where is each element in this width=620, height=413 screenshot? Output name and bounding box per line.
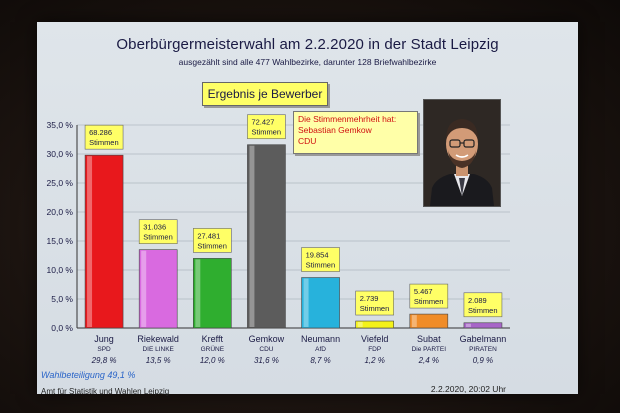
vote-unit-label: Stimmen	[251, 128, 281, 137]
party-label: PIRATEN	[469, 346, 497, 353]
bar	[409, 313, 449, 329]
bar	[84, 154, 124, 329]
vote-count-label: 31.036	[143, 223, 166, 232]
y-tick-label: 10,0 %	[47, 265, 74, 275]
slide-subtitle: ausgezählt sind alle 477 Wahlbezirke, da…	[178, 57, 437, 67]
vote-label-box	[247, 114, 286, 140]
bar	[355, 320, 394, 329]
vote-unit-label: Stimmen	[306, 261, 336, 270]
percent-label: 29,8 %	[91, 356, 117, 365]
bar-chart: 0,0 % 5,0 % 10,0 % 15,0 % 20,0 % 25,0 % 30,0 %…	[47, 114, 510, 365]
vote-count-label: 27.481	[197, 231, 220, 240]
vote-label-box	[193, 228, 232, 253]
vote-label-box	[463, 292, 503, 318]
vote-count-label: 68.286	[89, 128, 112, 137]
slide-title: Oberbürgermeisterwahl am 2.2.2020 in der…	[116, 36, 499, 53]
category-label: Viefeld	[361, 334, 388, 344]
party-label: FDP	[368, 346, 381, 353]
vote-count-label: 5.467	[414, 287, 433, 296]
vote-unit-label: Stimmen	[197, 241, 227, 250]
percent-label: 1,2 %	[364, 356, 384, 365]
percent-label: 31,6 %	[254, 356, 279, 365]
bar	[193, 258, 232, 329]
bar	[247, 144, 286, 329]
vote-count-label: 2.089	[468, 296, 487, 305]
bar-highlight	[195, 259, 201, 327]
footer-source: Amt für Statistik und Wahlen Leipzig	[41, 387, 170, 396]
vote-count-label: 2.739	[360, 294, 379, 303]
percent-label: 2,4 %	[418, 356, 439, 365]
percent-label: 8,7 %	[310, 356, 330, 365]
vote-unit-label: Stimmen	[89, 138, 119, 147]
candidate-portrait	[423, 99, 501, 207]
percent-label: 0,9 %	[473, 356, 493, 365]
category-label: Krefft	[202, 334, 224, 344]
vote-label-box	[84, 124, 124, 150]
bar-highlight	[87, 156, 93, 327]
chart-heading-box: Ergebnis je Bewerber	[202, 82, 328, 106]
bar	[138, 249, 178, 329]
vote-count-label: 72.427	[251, 118, 274, 127]
vote-count-label: 19.854	[306, 251, 329, 260]
vote-label-box	[138, 219, 178, 244]
party-label: SPD	[97, 346, 111, 353]
vote-unit-label: Stimmen	[468, 306, 498, 315]
bar-highlight	[141, 250, 147, 327]
majority-note-party: CDU	[298, 136, 317, 146]
party-label: Die PARTEI	[412, 346, 447, 353]
party-label: GRÜNE	[201, 345, 225, 353]
category-label: Jung	[94, 334, 114, 344]
bar	[301, 277, 340, 329]
bar	[463, 322, 503, 329]
y-tick-label: 0,0 %	[51, 323, 73, 333]
y-tick-label: 15,0 %	[47, 236, 74, 246]
percent-label: 12,0 %	[200, 356, 225, 365]
category-label: Gemkow	[249, 334, 285, 344]
vote-unit-label: Stimmen	[360, 304, 390, 313]
bar-highlight	[465, 323, 471, 327]
majority-note-name: Sebastian Gemkow	[298, 125, 372, 135]
majority-note: Die Stimmenmehrheit hat: Sebastian Gemko…	[293, 111, 418, 154]
bar-highlight	[303, 278, 309, 327]
bar-highlight	[357, 322, 363, 327]
party-label: DIE LINKE	[142, 346, 174, 353]
category-label: Riekewald	[137, 334, 179, 344]
participation-label: Wahlbeteiligung 49,1 %	[41, 370, 136, 380]
y-tick-label: 5,0 %	[51, 294, 73, 304]
y-tick-label: 35,0 %	[47, 120, 74, 130]
bar-highlight	[411, 315, 417, 327]
vote-label-box	[355, 290, 394, 316]
y-tick-label: 25,0 %	[47, 178, 74, 188]
slide: Oberbürgermeisterwahl am 2.2.2020 in der…	[37, 22, 578, 396]
percent-label: 13,5 %	[146, 356, 171, 365]
party-label: CDU	[259, 346, 273, 353]
vote-unit-label: Stimmen	[414, 297, 444, 306]
majority-note-line1: Die Stimmenmehrheit hat:	[298, 114, 397, 124]
vote-label-box	[301, 247, 340, 272]
category-label: Subat	[417, 334, 441, 344]
footer-timestamp: 2.2.2020, 20:02 Uhr	[430, 384, 506, 394]
y-tick-label: 20,0 %	[47, 207, 74, 217]
category-label: Gabelmann	[460, 334, 507, 344]
y-tick-label: 30,0 %	[47, 149, 74, 159]
party-label: AfD	[315, 346, 326, 353]
vote-unit-label: Stimmen	[143, 233, 173, 242]
vote-label-box	[409, 283, 449, 309]
category-label: Neumann	[301, 334, 340, 344]
bar-highlight	[249, 145, 255, 327]
